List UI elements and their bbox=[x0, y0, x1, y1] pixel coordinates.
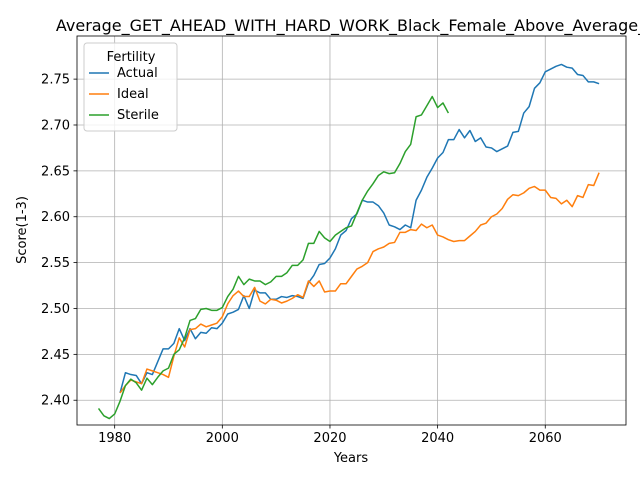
y-tick-label: 2.50 bbox=[41, 302, 70, 317]
axis-ticks: 1980 2000 2020 2040 2060 2.40 2.45 2.50 2.55 2.60… bbox=[41, 73, 562, 446]
y-tick-label: 2.45 bbox=[41, 348, 70, 363]
x-axis-label: Years bbox=[333, 451, 369, 466]
y-tick-label: 2.55 bbox=[41, 256, 70, 271]
legend-label-actual: Actual bbox=[117, 66, 158, 81]
y-tick-label: 2.75 bbox=[41, 73, 70, 88]
y-tick-label: 2.70 bbox=[41, 118, 70, 133]
y-tick-label: 2.60 bbox=[41, 210, 70, 225]
series-line-ideal bbox=[119, 172, 600, 394]
series-line-sterile bbox=[97, 95, 450, 420]
series-lines bbox=[97, 63, 600, 420]
legend-box bbox=[83, 42, 178, 132]
y-tick-label: 2.40 bbox=[41, 394, 70, 409]
legend-title: Fertility bbox=[107, 50, 156, 65]
x-tick-label: 2060 bbox=[529, 431, 562, 446]
x-tick-label: 2000 bbox=[206, 431, 239, 446]
x-tick-label: 2020 bbox=[313, 431, 346, 446]
plot-frame bbox=[76, 35, 627, 426]
x-tick-label: 1980 bbox=[98, 431, 131, 446]
y-axis-label: Score(1-3) bbox=[15, 196, 30, 264]
x-tick-label: 2040 bbox=[421, 431, 454, 446]
legend: Fertility Actual Ideal Sterile bbox=[83, 42, 178, 132]
grid bbox=[77, 36, 626, 425]
legend-label-ideal: Ideal bbox=[117, 87, 149, 102]
y-tick-label: 2.65 bbox=[41, 164, 70, 179]
legend-label-sterile: Sterile bbox=[117, 108, 159, 123]
legend-items: Actual Ideal Sterile bbox=[89, 66, 159, 123]
chart-title: Average_GET_AHEAD_WITH_HARD_WORK_Black_F… bbox=[56, 16, 640, 36]
